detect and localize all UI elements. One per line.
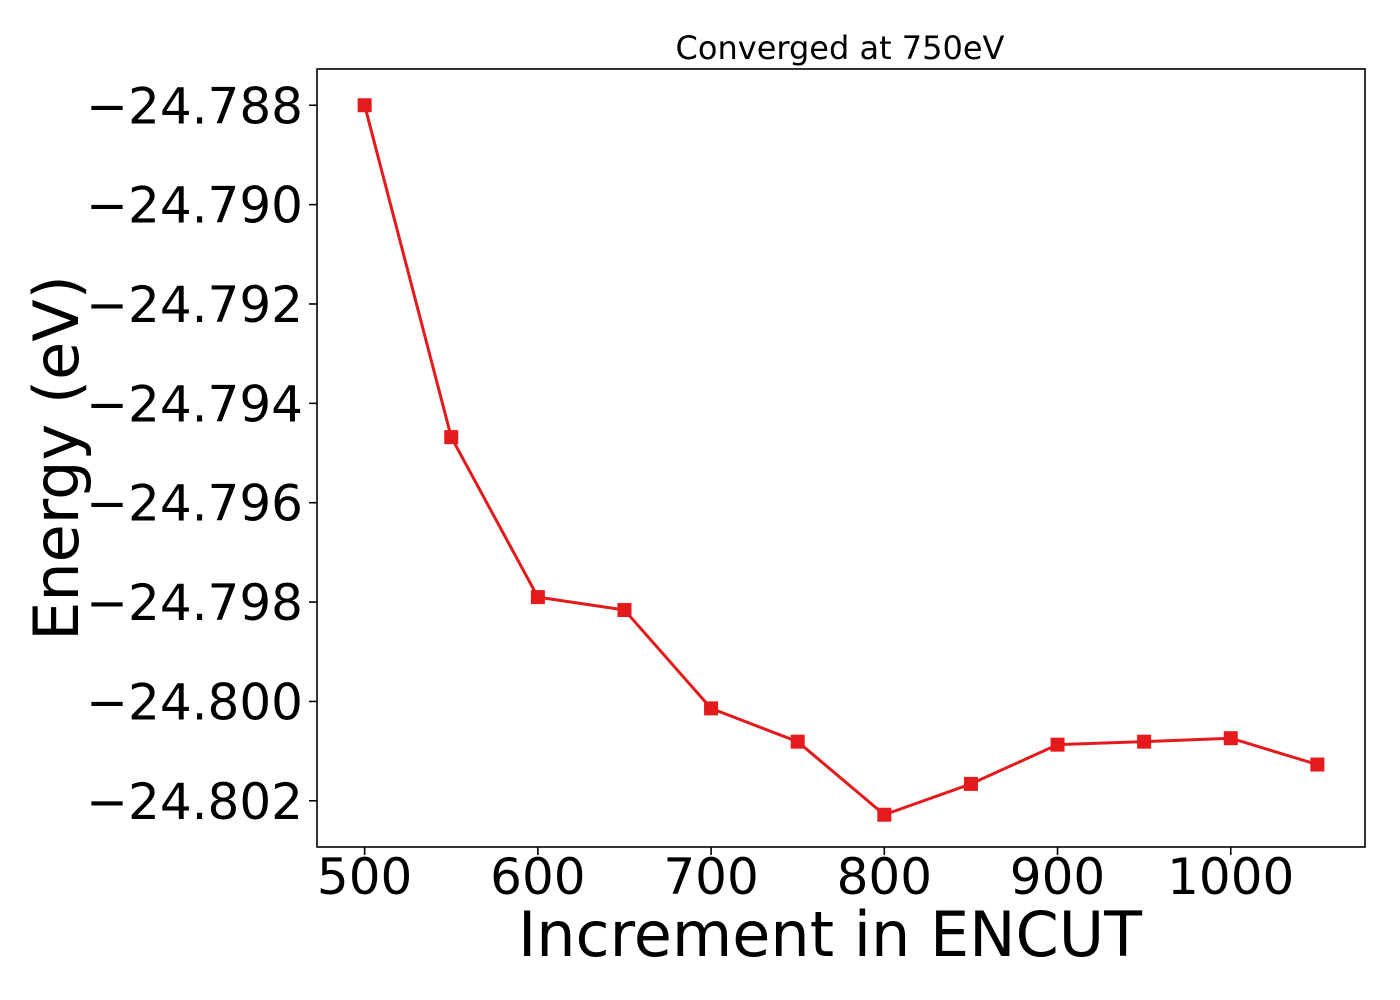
data-point-marker: [704, 701, 719, 716]
y-tick-label: −24.800: [86, 673, 303, 731]
y-tick-label: −24.792: [86, 276, 303, 334]
data-point-marker: [1050, 737, 1065, 752]
data-point-marker: [1310, 757, 1325, 772]
x-axis-label: Increment in ENCUT: [518, 898, 1143, 971]
plot-layer: [357, 98, 1325, 822]
y-tick-label: −24.790: [86, 177, 303, 235]
x-tick-label: 900: [1010, 848, 1105, 906]
data-point-marker: [1137, 734, 1152, 749]
y-axis: −24.788 −24.790 −24.792 −24.794 −24.796 −24.7…: [86, 77, 317, 831]
x-tick-label: 500: [317, 848, 412, 906]
x-tick-label: 700: [663, 848, 758, 906]
data-point-marker: [444, 430, 459, 445]
data-point-marker: [877, 807, 892, 822]
y-tick-label: −24.794: [86, 375, 303, 433]
y-tick-label: −24.802: [86, 773, 303, 831]
data-point-marker: [617, 603, 632, 618]
axes-frame: [316, 68, 1366, 848]
data-point-marker: [790, 734, 805, 749]
data-point-marker: [530, 590, 545, 605]
x-axis: 500 600 700 800 900 1000: [317, 847, 1294, 906]
data-point-marker: [357, 98, 372, 113]
chart-title: Converged at 750eV: [676, 29, 1005, 67]
x-tick-label: 800: [837, 848, 932, 906]
x-tick-label: 600: [490, 848, 585, 906]
y-tick-label: −24.798: [86, 574, 303, 632]
y-tick-label: −24.788: [86, 77, 303, 135]
y-tick-label: −24.796: [86, 475, 303, 533]
data-point-marker: [1223, 731, 1238, 746]
x-tick-label: 1000: [1167, 848, 1294, 906]
data-point-marker: [963, 776, 978, 791]
series-line: [363, 104, 1318, 817]
y-axis-label: Energy (eV): [20, 275, 93, 641]
